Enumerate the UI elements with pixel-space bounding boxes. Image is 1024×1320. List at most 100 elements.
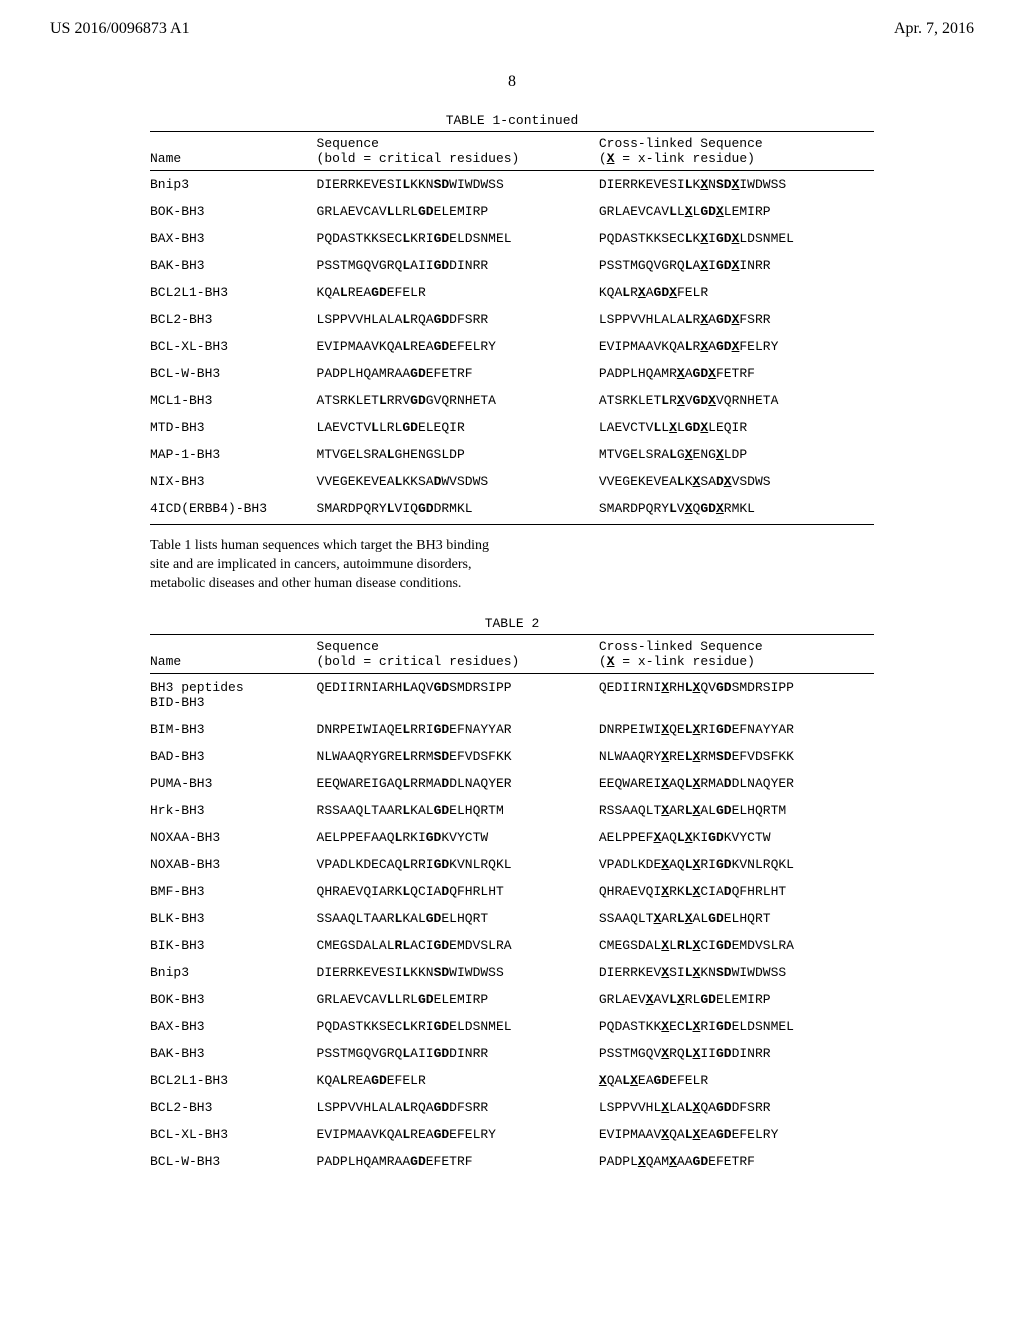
table-row: BAD-BH3NLWAAQRYGRELRRMSDEFVDSFKKNLWAAQRY… xyxy=(150,743,874,770)
row-crosslinked: DNRPEIWIXQELXRIGDEFNAYYAR xyxy=(599,716,874,743)
row-crosslinked: EVIPMAAVXQALXEAGDEFELRY xyxy=(599,1121,874,1148)
row-name: NOXAA-BH3 xyxy=(150,824,317,851)
table-row: NOXAA-BH3AELPPEFAAQLRKIGDKVYCTWAELPPEFXA… xyxy=(150,824,874,851)
row-sequence: DIERRKEVESILKKNSDWIWDWSS xyxy=(317,959,599,986)
row-sequence: NLWAAQRYGRELRRMSDEFVDSFKK xyxy=(317,743,599,770)
row-name: BOK-BH3 xyxy=(150,986,317,1013)
row-crosslinked: PSSTMGQVXRQLXIIGDDINRR xyxy=(599,1040,874,1067)
row-crosslinked: GRLAEVXAVLXRLGDELEMIRP xyxy=(599,986,874,1013)
row-sequence: RSSAAQLTAARLKALGDELHQRTM xyxy=(317,797,599,824)
row-name: BAK-BH3 xyxy=(150,1040,317,1067)
row-sequence: VVEGEKEVEALKKSADWVSDWS xyxy=(317,468,599,495)
row-crosslinked: PQDASTKKXECLXRIGDELDSNMEL xyxy=(599,1013,874,1040)
row-name: 4ICD(ERBB4)-BH3 xyxy=(150,495,317,524)
table-row: BOK-BH3GRLAEVCAVLLRLGDELEMIRPGRLAEVCAVLL… xyxy=(150,198,874,225)
row-crosslinked: QEDIIRNIXRHLXQVGDSMDRSIPP xyxy=(599,673,874,716)
table-row: MAP-1-BH3MTVGELSRALGHENGSLDPMTVGELSRALGX… xyxy=(150,441,874,468)
table2-col-name: Name xyxy=(150,634,317,673)
row-sequence: SMARDPQRYLVIQGDDRMKL xyxy=(317,495,599,524)
row-crosslinked: XQALXEAGDEFELR xyxy=(599,1067,874,1094)
table-row: Bnip3DIERRKEVESILKKNSDWIWDWSSDIERRKEVESI… xyxy=(150,171,874,199)
row-sequence: DNRPEIWIAQELRRIGDEFNAYYAR xyxy=(317,716,599,743)
row-sequence: KQALREAGDEFELR xyxy=(317,279,599,306)
row-sequence: SSAAQLTAARLKALGDELHQRT xyxy=(317,905,599,932)
row-sequence: ATSRKLETLRRVGDGVQRNHETA xyxy=(317,387,599,414)
row-sequence: QHRAEVQIARKLQCIADQFHRLHT xyxy=(317,878,599,905)
row-crosslinked: DIERRKEVESILKXNSDXIWDWSS xyxy=(599,171,874,199)
row-name: Bnip3 xyxy=(150,959,317,986)
content-area: TABLE 1-continued Name Sequence (bold = … xyxy=(0,113,1024,1177)
table-row: BAX-BH3PQDASTKKSECLKRIGDELDSNMELPQDASTKK… xyxy=(150,1013,874,1040)
row-sequence: LAEVCTVLLRLGDELEQIR xyxy=(317,414,599,441)
row-name: NIX-BH3 xyxy=(150,468,317,495)
row-crosslinked: MTVGELSRALGXENGXLDP xyxy=(599,441,874,468)
row-crosslinked: PSSTMGQVGRQLAXIGDXINRR xyxy=(599,252,874,279)
row-name: BIM-BH3 xyxy=(150,716,317,743)
table-row: MTD-BH3LAEVCTVLLRLGDELEQIRLAEVCTVLLXLGDX… xyxy=(150,414,874,441)
row-crosslinked: NLWAAQRYXRELXRMSDEFVDSFKK xyxy=(599,743,874,770)
table2-col-seq: Sequence (bold = critical residues) xyxy=(317,634,599,673)
row-crosslinked: SSAAQLTXARLXALGDELHQRT xyxy=(599,905,874,932)
row-name: MTD-BH3 xyxy=(150,414,317,441)
row-crosslinked: VPADLKDEXAQLXRIGDKVNLRQKL xyxy=(599,851,874,878)
row-sequence: CMEGSDALALRLACIGDEMDVSLRA xyxy=(317,932,599,959)
row-name: BLK-BH3 xyxy=(150,905,317,932)
table-row: NIX-BH3VVEGEKEVEALKKSADWVSDWSVVEGEKEVEAL… xyxy=(150,468,874,495)
row-name: Bnip3 xyxy=(150,171,317,199)
table-row: BMF-BH3QHRAEVQIARKLQCIADQFHRLHTQHRAEVQIX… xyxy=(150,878,874,905)
row-sequence: EVIPMAAVKQALREAGDEFELRY xyxy=(317,1121,599,1148)
row-name: BMF-BH3 xyxy=(150,878,317,905)
row-sequence: MTVGELSRALGHENGSLDP xyxy=(317,441,599,468)
row-crosslinked: PADPLHQAMRXAGDXFETRF xyxy=(599,360,874,387)
row-sequence: QEDIIRNIARHLAQVGDSMDRSIPP xyxy=(317,673,599,716)
row-crosslinked: ATSRKLETLRXVGDXVQRNHETA xyxy=(599,387,874,414)
table2-col-cross: Cross-linked Sequence (X = x-link residu… xyxy=(599,634,874,673)
row-sequence: PADPLHQAMRAAGDEFETRF xyxy=(317,360,599,387)
row-sequence: LSPPVVHLALALRQAGDDFSRR xyxy=(317,306,599,333)
table2: Name Sequence (bold = critical residues)… xyxy=(150,634,874,1177)
table-row: BCL-W-BH3PADPLHQAMRAAGDEFETRFPADPLHQAMRX… xyxy=(150,360,874,387)
table1-col-name: Name xyxy=(150,132,317,171)
row-name: MAP-1-BH3 xyxy=(150,441,317,468)
table-row: NOXAB-BH3VPADLKDECAQLRRIGDKVNLRQKLVPADLK… xyxy=(150,851,874,878)
row-sequence: VPADLKDECAQLRRIGDKVNLRQKL xyxy=(317,851,599,878)
row-sequence: PADPLHQAMRAAGDEFETRF xyxy=(317,1148,599,1177)
row-name: BAD-BH3 xyxy=(150,743,317,770)
row-name: BH3 peptidesBID-BH3 xyxy=(150,673,317,716)
row-crosslinked: CMEGSDALXLRLXCIGDEMDVSLRA xyxy=(599,932,874,959)
page-header: US 2016/0096873 A1 Apr. 7, 2016 xyxy=(0,0,1024,38)
row-sequence: PSSTMGQVGRQLAIIGDDINRR xyxy=(317,1040,599,1067)
row-name: BIK-BH3 xyxy=(150,932,317,959)
table-row: PUMA-BH3EEQWAREIGAQLRRMADDLNAQYEREEQWARE… xyxy=(150,770,874,797)
row-name: PUMA-BH3 xyxy=(150,770,317,797)
doc-number: US 2016/0096873 A1 xyxy=(50,20,190,38)
row-crosslinked: EVIPMAAVKQALRXAGDXFELRY xyxy=(599,333,874,360)
table-row: BIK-BH3CMEGSDALALRLACIGDEMDVSLRACMEGSDAL… xyxy=(150,932,874,959)
row-sequence: PQDASTKKSECLKRIGDELDSNMEL xyxy=(317,225,599,252)
row-name: BCL-XL-BH3 xyxy=(150,1121,317,1148)
row-sequence: AELPPEFAAQLRKIGDKVYCTW xyxy=(317,824,599,851)
table-row: BOK-BH3GRLAEVCAVLLRLGDELEMIRPGRLAEVXAVLX… xyxy=(150,986,874,1013)
row-crosslinked: PQDASTKKSECLKXIGDXLDSNMEL xyxy=(599,225,874,252)
table1-caption: TABLE 1-continued xyxy=(150,113,874,128)
row-name: BCL2-BH3 xyxy=(150,306,317,333)
row-name: BAX-BH3 xyxy=(150,225,317,252)
table-row: 4ICD(ERBB4)-BH3SMARDPQRYLVIQGDDRMKLSMARD… xyxy=(150,495,874,524)
row-sequence: DIERRKEVESILKKNSDWIWDWSS xyxy=(317,171,599,199)
table-row: BAK-BH3PSSTMGQVGRQLAIIGDDINRRPSSTMGQVGRQ… xyxy=(150,252,874,279)
row-crosslinked: LSPPVVHLALALRXAGDXFSRR xyxy=(599,306,874,333)
row-sequence: PQDASTKKSECLKRIGDELDSNMEL xyxy=(317,1013,599,1040)
row-crosslinked: LAEVCTVLLXLGDXLEQIR xyxy=(599,414,874,441)
row-name: BCL2L1-BH3 xyxy=(150,279,317,306)
row-name: BCL-W-BH3 xyxy=(150,1148,317,1177)
row-crosslinked: VVEGEKEVEALKXSADXVSDWS xyxy=(599,468,874,495)
row-crosslinked: LSPPVVHLXLALXQAGDDFSRR xyxy=(599,1094,874,1121)
table2-caption: TABLE 2 xyxy=(150,616,874,631)
row-sequence: GRLAEVCAVLLRLGDELEMIRP xyxy=(317,198,599,225)
row-crosslinked: DIERRKEVXSILXKNSDWIWDWSS xyxy=(599,959,874,986)
table-row: BIM-BH3DNRPEIWIAQELRRIGDEFNAYYARDNRPEIWI… xyxy=(150,716,874,743)
row-sequence: LSPPVVHLALALRQAGDDFSRR xyxy=(317,1094,599,1121)
row-sequence: EVIPMAAVKQALREAGDEFELRY xyxy=(317,333,599,360)
table-row: BCL-XL-BH3EVIPMAAVKQALREAGDEFELRYEVIPMAA… xyxy=(150,333,874,360)
row-crosslinked: RSSAAQLTXARLXALGDELHQRTM xyxy=(599,797,874,824)
